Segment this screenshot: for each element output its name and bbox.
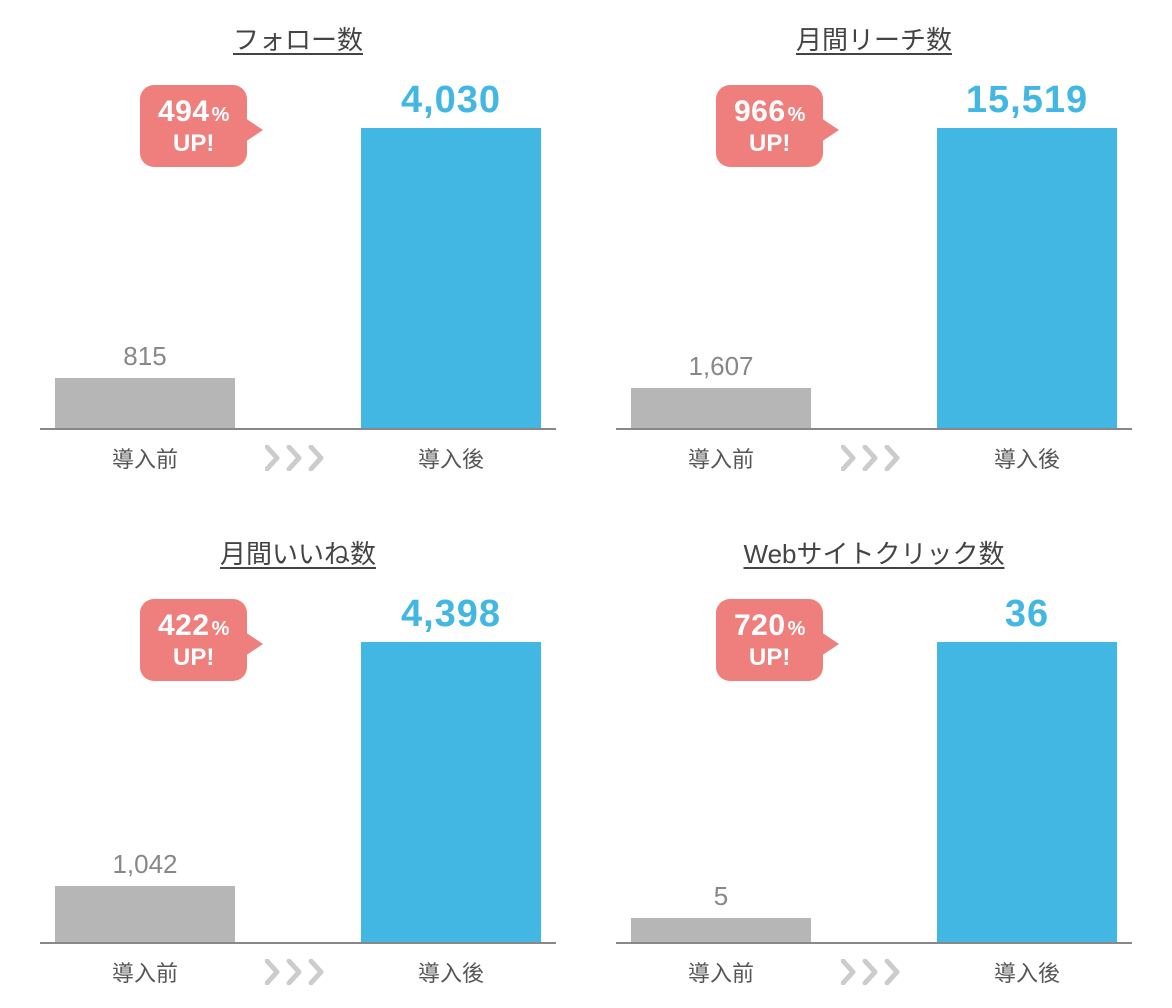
chart-body: 494% UP! 815 4,030 導入前 導入後 (30, 69, 566, 474)
labels-row: 導入前 導入後 (30, 944, 566, 988)
labels-row: 導入前 導入後 (606, 944, 1142, 988)
percent-value: 494 (158, 95, 210, 128)
percent-up-badge: 720% UP! (716, 599, 823, 681)
after-axis-label: 導入後 (366, 956, 536, 988)
chart-title: フォロー数 (233, 20, 363, 57)
percent-up-badge: 966% UP! (716, 85, 823, 167)
chart-monthly-likes: 月間いいね数 422% UP! 1,042 4,398 導入前 (30, 534, 566, 988)
after-bar-group: 4,030 (366, 79, 536, 428)
before-axis-label: 導入前 (60, 956, 230, 988)
after-bar-group: 36 (942, 593, 1112, 942)
before-axis-label: 導入前 (636, 956, 806, 988)
after-bar (937, 128, 1117, 428)
chart-body: 422% UP! 1,042 4,398 導入前 導入後 (30, 583, 566, 988)
after-axis-label: 導入後 (942, 442, 1112, 474)
chart-title: Webサイトクリック数 (744, 534, 1005, 571)
after-bar (937, 642, 1117, 942)
after-value: 36 (1005, 593, 1049, 636)
percent-up-badge: 494% UP! (140, 85, 247, 167)
before-value: 815 (123, 341, 166, 372)
after-bar-group: 4,398 (366, 593, 536, 942)
bars-area: 1,607 15,519 (606, 69, 1142, 428)
bars-area: 815 4,030 (30, 69, 566, 428)
before-bar (631, 918, 811, 942)
percent-value: 720 (734, 609, 786, 642)
chart-title: 月間リーチ数 (796, 20, 952, 57)
labels-row: 導入前 導入後 (30, 430, 566, 474)
up-label: UP! (734, 644, 805, 672)
after-axis-label: 導入後 (942, 956, 1112, 988)
labels-row: 導入前 導入後 (606, 430, 1142, 474)
before-bar-group: 1,607 (636, 351, 806, 428)
chart-follow-count: フォロー数 494% UP! 815 4,030 導入前 (30, 20, 566, 474)
before-bar (55, 886, 235, 942)
before-axis-label: 導入前 (636, 442, 806, 474)
chart-website-clicks: Webサイトクリック数 720% UP! 5 36 導入前 (606, 534, 1142, 988)
percent-value: 422 (158, 609, 210, 642)
before-axis-label: 導入前 (60, 442, 230, 474)
charts-grid: フォロー数 494% UP! 815 4,030 導入前 (30, 20, 1142, 988)
bars-area: 5 36 (606, 583, 1142, 942)
chart-body: 966% UP! 1,607 15,519 導入前 導入後 (606, 69, 1142, 474)
after-bar (361, 128, 541, 428)
chevrons-icon (841, 445, 907, 471)
before-value: 1,042 (112, 849, 177, 880)
percent-sign: % (788, 104, 806, 126)
after-value: 4,030 (401, 79, 501, 122)
up-label: UP! (734, 130, 805, 158)
chart-body: 720% UP! 5 36 導入前 導入後 (606, 583, 1142, 988)
percent-value: 966 (734, 95, 786, 128)
chevrons-icon (265, 959, 331, 985)
after-value: 15,519 (966, 79, 1088, 122)
percent-sign: % (788, 618, 806, 640)
percent-sign: % (212, 104, 230, 126)
percent-sign: % (212, 618, 230, 640)
before-value: 5 (714, 881, 728, 912)
before-bar-group: 815 (60, 341, 230, 428)
chevrons-icon (841, 959, 907, 985)
before-value: 1,607 (688, 351, 753, 382)
bars-area: 1,042 4,398 (30, 583, 566, 942)
chevrons-icon (265, 445, 331, 471)
after-axis-label: 導入後 (366, 442, 536, 474)
before-bar (631, 388, 811, 428)
chart-monthly-reach: 月間リーチ数 966% UP! 1,607 15,519 導入前 (606, 20, 1142, 474)
chart-title: 月間いいね数 (220, 534, 376, 571)
before-bar-group: 1,042 (60, 849, 230, 942)
after-bar-group: 15,519 (942, 79, 1112, 428)
before-bar (55, 378, 235, 428)
percent-up-badge: 422% UP! (140, 599, 247, 681)
up-label: UP! (158, 130, 229, 158)
after-value: 4,398 (401, 593, 501, 636)
before-bar-group: 5 (636, 881, 806, 942)
after-bar (361, 642, 541, 942)
up-label: UP! (158, 644, 229, 672)
